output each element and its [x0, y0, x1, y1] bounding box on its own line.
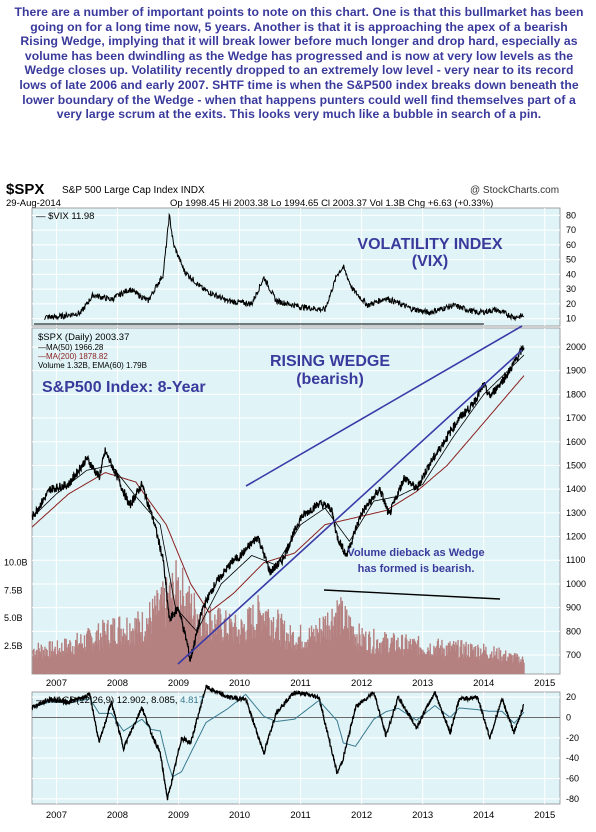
x-tick-label: 2011: [290, 810, 310, 821]
x-tick-label: 2008: [107, 810, 128, 821]
x-tick-label: 2009: [168, 678, 189, 689]
wedge-annotation-title: RISING WEDGE: [270, 353, 390, 370]
chart-index-name: S&P 500 Large Cap Index INDX: [62, 185, 205, 196]
spx-tick-label: 1200: [566, 532, 586, 542]
volume-note-line1: Volume dieback as Wedge: [347, 547, 484, 559]
spx-tick-label: 1000: [566, 579, 586, 589]
vix-annotation-title: VOLATILITY INDEX: [357, 236, 503, 253]
volume-trend-line: [323, 589, 501, 600]
price-panel: [31, 327, 561, 675]
ma200-legend: —MA(200) 1878.82: [38, 352, 108, 361]
x-tick-label: 2015: [534, 810, 555, 821]
spx-tick-label: 2000: [566, 342, 586, 352]
volume-tick-label: 2.5B: [4, 641, 23, 651]
macd-tick-label: -80: [566, 794, 579, 804]
vix-tick-label: 20: [566, 299, 576, 309]
macd-tick-label: 20: [566, 692, 576, 702]
vix-tick-label: 80: [566, 210, 576, 220]
spx-tick-label: 1900: [566, 366, 586, 376]
ma200-line: [31, 375, 525, 614]
spx-tick-label: 900: [566, 603, 581, 613]
volume-legend: Volume 1.32B, EMA(60) 1.79B: [38, 361, 147, 370]
chart-symbol: $SPX: [6, 181, 44, 198]
volume-bars: [32, 560, 525, 674]
spx-panel-title: S&P500 Index: 8-Year: [42, 379, 206, 396]
quote-line: Op 1998.45 Hi 2003.38 Lo 1994.65 Cl 2003…: [170, 198, 493, 209]
x-tick-label: 2014: [473, 810, 494, 821]
spx-tick-label: 1700: [566, 413, 586, 423]
ma50-legend: —MA(50) 1966.28: [38, 343, 104, 352]
wedge-upper-line: [245, 325, 523, 487]
x-tick-label: 2014: [473, 678, 494, 689]
volume-note-line2: has formed is bearish.: [358, 563, 475, 575]
vix-legend: — $VIX 11.98: [36, 211, 94, 222]
spx-price-line: [31, 345, 525, 662]
volume-tick-label: 7.5B: [4, 585, 23, 595]
spx-tick-label: 1300: [566, 508, 586, 518]
vix-panel: [31, 207, 561, 327]
x-tick-label: 2007: [46, 678, 67, 689]
spx-tick-label: 1800: [566, 389, 586, 399]
x-tick-label: 2007: [46, 810, 67, 821]
x-tick-label: 2013: [412, 810, 433, 821]
vix-tick-label: 40: [566, 269, 576, 279]
spx-tick-label: 1500: [566, 460, 586, 470]
axis-labels: 10 20 30 40 50 60 70 80 700 800 900 1000 1100 1200 130…: [4, 210, 586, 821]
volume-tick-label: 5.0B: [4, 613, 23, 623]
x-tick-label: 2010: [229, 678, 250, 689]
x-tick-label: 2015: [534, 678, 555, 689]
macd-tick-label: 0: [566, 712, 571, 722]
series-lines: [31, 212, 560, 801]
macd-tick-label: -60: [566, 774, 579, 784]
vix-tick-label: 30: [566, 284, 576, 294]
macd-legend: — MACD(12,26,9) 12.902, 8.085, 4.817: [36, 695, 204, 706]
chart-header: $SPX S&P 500 Large Cap Index INDX @ Stoc…: [6, 181, 559, 209]
x-tick-label: 2010: [229, 810, 250, 821]
spx-tick-label: 700: [566, 650, 581, 660]
spx-tick-label: 1400: [566, 484, 586, 494]
macd-tick-label: -20: [566, 733, 579, 743]
vix-tick-label: 70: [566, 225, 576, 235]
spx-tick-label: 1100: [566, 555, 585, 565]
x-tick-label: 2008: [107, 678, 128, 689]
vix-tick-label: 50: [566, 255, 576, 265]
wedge-annotation-subtitle: (bearish): [296, 371, 364, 388]
vix-annotation-subtitle: (VIX): [412, 253, 448, 270]
volume-tick-label: 10.0B: [4, 557, 28, 567]
rising-wedge-lines: [177, 325, 523, 665]
stockcharts-brand: @ StockCharts.com: [470, 185, 559, 196]
spx-legend: $SPX (Daily) 2003.37: [38, 332, 129, 343]
macd-line: [31, 684, 525, 801]
x-tick-label: 2009: [168, 810, 189, 821]
macd-tick-label: -40: [566, 753, 579, 763]
x-tick-label: 2011: [290, 678, 310, 689]
spx-tick-label: 800: [566, 626, 581, 636]
macd-legend-hist: 4.817: [180, 695, 204, 706]
macd-panel: [31, 691, 561, 805]
spx-tick-label: 1600: [566, 437, 586, 447]
x-tick-label: 2012: [351, 678, 372, 689]
commentary-text: There are a number of important points t…: [14, 5, 584, 122]
gridlines: [32, 208, 560, 804]
vix-series-line: [44, 212, 525, 322]
x-tick-label: 2012: [351, 810, 372, 821]
vix-tick-label: 60: [566, 240, 576, 250]
vix-tick-label: 10: [566, 314, 576, 324]
wedge-lower-line: [177, 349, 523, 665]
x-tick-label: 2013: [412, 678, 433, 689]
macd-legend-values: — MACD(12,26,9) 12.902, 8.085,: [36, 695, 178, 706]
chart-date: 29-Aug-2014: [6, 198, 61, 209]
